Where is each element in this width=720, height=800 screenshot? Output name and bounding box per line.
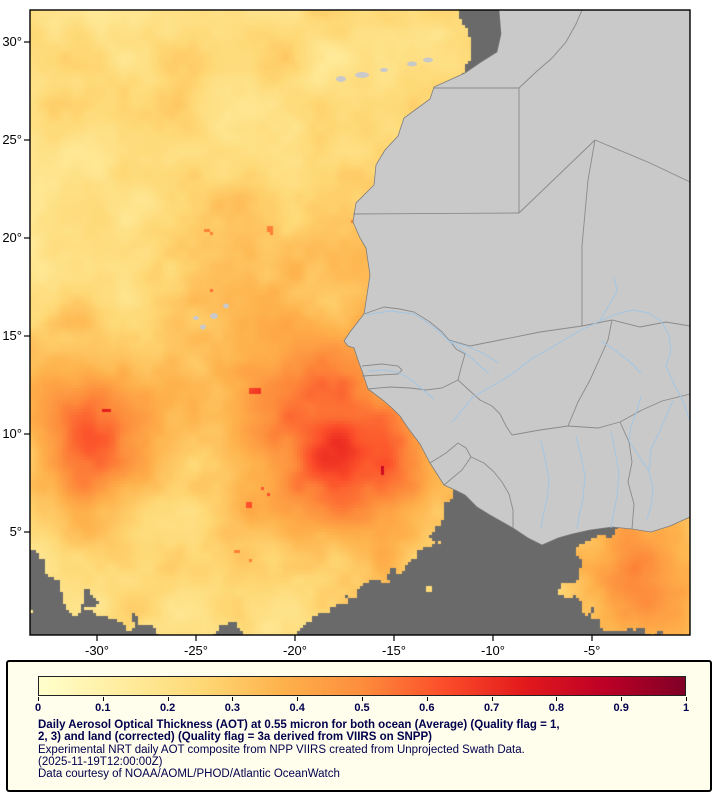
caption-line-1: Daily Aerosol Optical Thickness (AOT) at… [38,719,560,731]
colorbar-tick-label: 0.3 [224,702,241,714]
island [355,72,369,78]
country-border-line [352,212,520,215]
river-line [448,340,499,364]
country-border-line [581,139,596,326]
country-border-line [619,393,690,423]
colorbar-tick-label: 0.1 [95,702,111,714]
colorbar-tick [426,697,428,701]
colorbar-tick [167,697,169,701]
y-axis-tick-label: 25° [2,132,22,147]
river-line [367,369,435,400]
river-line [575,435,586,530]
river-line [365,310,490,375]
caption-line-2: 2, 3) and land (corrected) (Quality flag… [38,731,432,743]
x-axis-tick-label: -10° [481,643,505,658]
x-axis-tick-label: -30° [85,643,109,658]
country-border-line [594,139,690,183]
country-border-line [443,456,472,486]
colorbar-tick [362,697,363,701]
y-axis-tick-label: 10° [2,426,22,441]
axes-layer: -30° -25° -20° -15° -10° -5° 30° 25° 20° 15° 10° 5° [2,34,600,658]
country-border-line [448,339,466,381]
colorbar-gradient [38,676,686,696]
island [336,76,346,82]
colorbar-tick [686,697,687,701]
island [380,68,388,72]
y-axis-tick-label: 30° [2,34,22,49]
x-axis-tick-label: -5° [584,643,601,658]
caption-line-4: (2025-11-19T12:00:00Z) [38,756,163,768]
land-layer [193,10,690,546]
y-axis-tick-label: 15° [2,328,22,343]
island [193,316,199,320]
colorbar-tick-label: 0.2 [159,702,176,714]
country-border-line [361,363,403,377]
colorbar-tick-label: 0 [34,702,42,714]
colorbar-tick [38,697,39,701]
rivers-layer [365,276,690,530]
legend-box: 0 0.1 0.2 0.3 0.4 0.5 0.6 0.7 0.8 0.9 1 Daily Aero… [6,660,712,792]
country-border-line [470,456,514,528]
country-border-line [448,325,583,347]
caption-line-3: Experimental NRT daily AOT composite fro… [38,744,525,756]
colorbar-tick-label: 1 [682,702,690,714]
island [407,61,417,67]
colorbar-tick-label: 0.8 [548,702,565,714]
colorbar-tick-label: 0.9 [613,702,629,714]
colorbar-tick [102,697,104,701]
island [223,303,229,309]
country-border-line [367,379,459,391]
river-line [610,430,620,529]
river-line [599,276,618,321]
colorbar-tick-label: 0.5 [354,702,370,714]
colorbar-tick [491,697,493,701]
x-axis-tick-label: -25° [184,643,208,658]
colorbar-tick [621,697,623,701]
colorbar-tick [232,697,234,701]
y-axis-tick-label: 20° [2,230,22,245]
west-africa-landmass [343,10,690,546]
country-border-line [581,319,690,328]
country-border-line [567,319,613,427]
country-border-line [518,139,596,214]
colorbar-tick-label: 0.6 [419,702,435,714]
island [210,313,218,319]
x-axis-tick-label: -20° [283,643,307,658]
island [200,324,206,330]
caption-line-5: Data courtesy of NOAA/AOML/PHOD/Atlantic… [38,768,340,780]
map-overlay-svg: -30° -25° -20° -15° -10° -5° 30° 25° 20° 15° 10° 5° [2,9,691,658]
river-line [628,395,654,520]
x-axis-tick-label: -15° [382,643,406,658]
country-borders-layer [352,10,690,530]
river-line [451,309,690,423]
y-axis-tick-label: 5° [10,524,22,539]
country-border-line [457,379,513,436]
river-line [600,340,642,374]
country-border-line [619,421,635,530]
country-border-line [518,10,583,89]
colorbar-tick [297,697,299,701]
colorbar-tick-label: 0.7 [483,702,500,714]
country-border-line [363,306,450,341]
colorbar-tick [556,697,558,701]
river-line [540,440,550,530]
map-frame [29,9,691,636]
island [423,57,433,63]
colorbar-tick-label: 0.4 [289,702,305,714]
river-line [648,400,674,472]
country-border-line [429,442,472,464]
